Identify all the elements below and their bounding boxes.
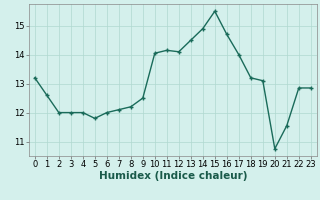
X-axis label: Humidex (Indice chaleur): Humidex (Indice chaleur): [99, 171, 247, 181]
